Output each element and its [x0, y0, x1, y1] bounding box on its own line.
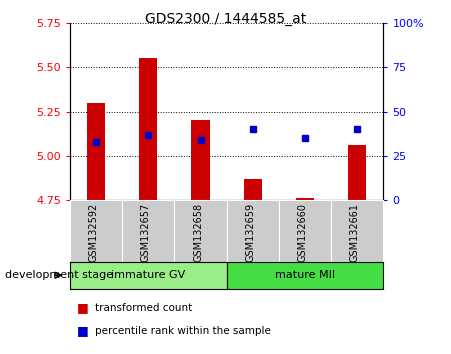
- Bar: [348, 145, 366, 200]
- Text: ■: ■: [77, 302, 88, 314]
- Text: GSM132660: GSM132660: [298, 203, 308, 262]
- Text: immature GV: immature GV: [111, 270, 185, 280]
- Text: GSM132657: GSM132657: [141, 203, 151, 262]
- Text: GSM132658: GSM132658: [193, 203, 203, 262]
- Text: GSM132592: GSM132592: [89, 203, 99, 262]
- Bar: [296, 198, 314, 200]
- Text: GDS2300 / 1444585_at: GDS2300 / 1444585_at: [145, 12, 306, 27]
- Text: GSM132661: GSM132661: [350, 203, 360, 262]
- Bar: [139, 58, 157, 200]
- Text: development stage: development stage: [5, 270, 113, 280]
- Text: transformed count: transformed count: [95, 303, 192, 313]
- Bar: [191, 120, 210, 200]
- Bar: [244, 179, 262, 200]
- Text: percentile rank within the sample: percentile rank within the sample: [95, 326, 271, 336]
- Bar: [87, 103, 105, 200]
- Text: GSM132659: GSM132659: [245, 203, 255, 262]
- Text: mature MII: mature MII: [275, 270, 335, 280]
- Text: ■: ■: [77, 325, 88, 337]
